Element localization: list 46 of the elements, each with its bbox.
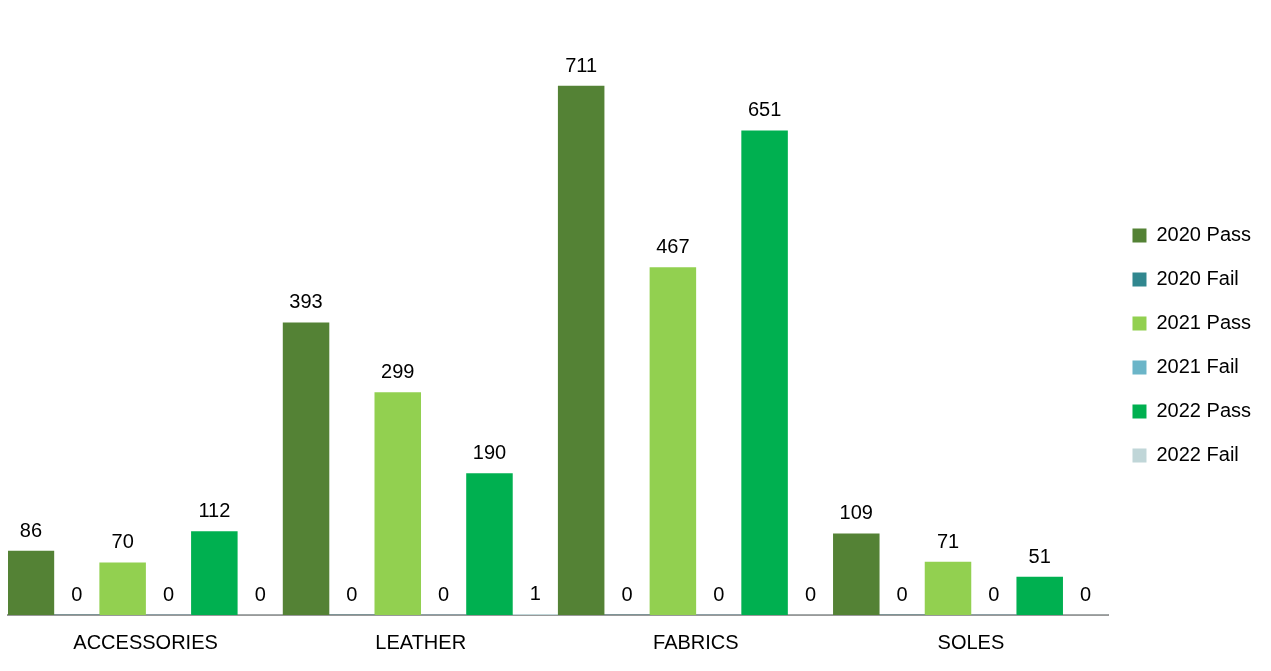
bar xyxy=(8,550,55,615)
data-label: 0 xyxy=(438,582,450,605)
data-label: 299 xyxy=(381,360,415,383)
x-tick-label: FABRICS xyxy=(653,630,739,653)
bar xyxy=(649,267,697,615)
data-label: 109 xyxy=(839,501,873,524)
bar xyxy=(282,322,330,615)
bar xyxy=(1016,576,1063,615)
data-label: 467 xyxy=(656,235,690,258)
data-label: 0 xyxy=(621,582,633,605)
data-label: 112 xyxy=(198,499,231,522)
bar xyxy=(466,473,513,615)
data-label: 393 xyxy=(289,290,323,313)
data-label: 0 xyxy=(71,582,83,605)
data-label: 86 xyxy=(19,518,43,541)
bar xyxy=(924,561,972,615)
x-tick-label: SOLES xyxy=(937,630,1005,653)
data-label: 0 xyxy=(1080,582,1092,605)
data-label: 651 xyxy=(747,98,782,121)
data-label: 0 xyxy=(896,582,908,605)
legend-label: 2022 Pass xyxy=(1156,399,1251,422)
data-label: 0 xyxy=(254,582,266,605)
data-label: 0 xyxy=(713,582,725,605)
legend-label: 2020 Fail xyxy=(1156,267,1239,290)
bar xyxy=(557,85,605,615)
bar xyxy=(741,130,788,615)
x-tick-label: LEATHER xyxy=(375,630,467,653)
bar xyxy=(833,533,880,615)
data-label: 711 xyxy=(565,53,598,76)
legend-label: 2020 Pass xyxy=(1156,223,1251,246)
legend-label: 2021 Pass xyxy=(1156,311,1251,334)
data-label: 0 xyxy=(162,582,175,605)
bar xyxy=(374,392,422,615)
data-label: 1 xyxy=(529,581,541,604)
data-label: 70 xyxy=(111,530,134,553)
data-label: 51 xyxy=(1028,544,1051,567)
data-label: 190 xyxy=(472,441,507,464)
data-label: 0 xyxy=(988,582,1000,605)
legend-label: 2022 Fail xyxy=(1156,443,1239,466)
bar xyxy=(191,531,238,615)
bar xyxy=(99,562,146,615)
data-label: 0 xyxy=(346,582,358,605)
data-label: 71 xyxy=(936,529,960,552)
x-tick-label: ACCESSORIES xyxy=(73,630,218,653)
legend-label: 2021 Fail xyxy=(1156,355,1239,378)
data-label: 0 xyxy=(804,582,816,605)
